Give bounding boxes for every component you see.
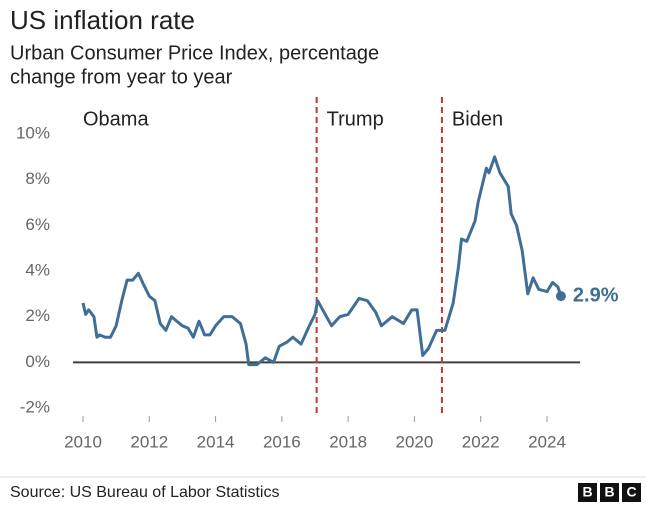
logo-letter: C [626, 484, 636, 500]
x-tick-label: 2016 [263, 432, 301, 451]
x-tick-label: 2022 [462, 432, 500, 451]
y-tick-label: -2% [20, 397, 50, 416]
logo-letter: B [582, 484, 592, 500]
chart-subtitle: Urban Consumer Price Index, percentage [10, 42, 379, 64]
y-tick-label: 2% [25, 306, 50, 325]
era-label: Trump [327, 108, 384, 130]
logo-box [622, 483, 641, 502]
y-tick-label: 8% [25, 169, 50, 188]
x-tick-label: 2010 [64, 432, 102, 451]
line [81, 155, 563, 367]
y-tick-label: 6% [25, 215, 50, 234]
x-tick-label: 2012 [130, 432, 168, 451]
x-tick-label: 2020 [396, 432, 434, 451]
source: Source: US Bureau of Labor Statistics [10, 484, 279, 501]
x-tick-label: 2018 [329, 432, 367, 451]
y-tick-label: 4% [25, 260, 50, 279]
logo-box [578, 483, 597, 502]
x-tick-label: 2024 [528, 432, 566, 451]
logo-box [600, 483, 619, 502]
era-label: Biden [452, 108, 503, 130]
value-label: 2.9% [573, 284, 619, 306]
chart-title: US inflation rate [10, 5, 195, 35]
end-dot [555, 291, 566, 302]
chart-subtitle: change from year to year [10, 66, 233, 88]
logo-letter: B [604, 484, 614, 500]
y-tick-label: 0% [25, 352, 50, 371]
y-tick-label: 10% [16, 123, 50, 142]
x-tick-label: 2014 [197, 432, 235, 451]
era-label: Obama [83, 108, 149, 130]
